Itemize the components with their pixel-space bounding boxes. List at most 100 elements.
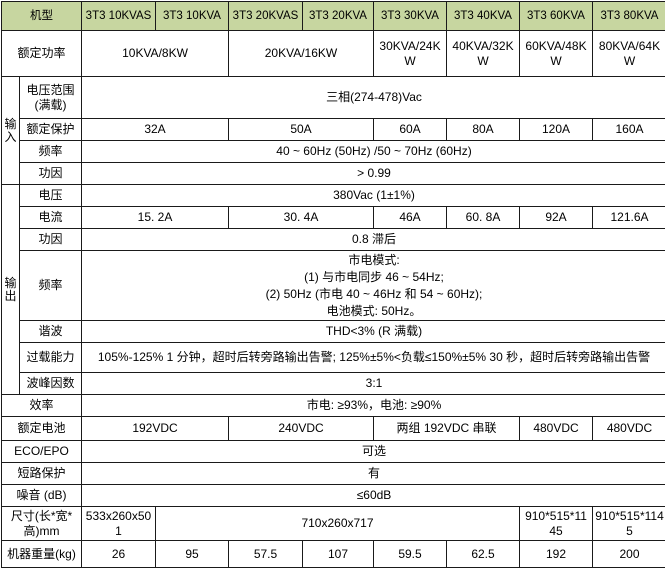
noise-row: 噪音 (dB) ≤60dB — [2, 485, 665, 507]
header-row: 机型 3T3 10KVAS 3T3 10KVA 3T3 20KVAS 3T3 2… — [2, 2, 665, 31]
rated-protection-value: 32A — [82, 119, 229, 141]
output-current-value: 92A — [520, 207, 593, 229]
rated-protection-value: 50A — [229, 119, 374, 141]
rated-battery-value: 192VDC — [82, 417, 229, 441]
efficiency-value: 市电: ≥93%，电池: ≥90% — [82, 395, 665, 417]
rated-battery-value: 两组 192VDC 串联 — [374, 417, 520, 441]
crest-factor-label: 波峰因数 — [20, 373, 82, 395]
output-current-row: 电流 15. 2A 30. 4A 46A 60. 8A 92A 121.6A — [2, 207, 665, 229]
output-power-factor-label: 功因 — [20, 229, 82, 251]
noise-label: 噪音 (dB) — [2, 485, 82, 507]
rated-protection-value: 120A — [520, 119, 593, 141]
output-current-value: 30. 4A — [229, 207, 374, 229]
model-column-header: 3T3 20KVA — [303, 2, 374, 31]
output-current-label: 电流 — [20, 207, 82, 229]
input-frequency-row: 频率 40 ~ 60Hz (50Hz) /50 ~ 70Hz (60Hz) — [2, 141, 665, 163]
weight-value: 200 — [593, 541, 665, 568]
output-group-label: 输出 — [2, 185, 20, 395]
rated-protection-value: 60A — [374, 119, 447, 141]
output-frequency-label: 频率 — [20, 251, 82, 321]
rated-battery-value: 240VDC — [229, 417, 374, 441]
output-frequency-line: (2) 50Hz (市电 40 ~ 46Hz 和 54 ~ 60Hz); — [84, 286, 664, 303]
voltage-range-value: 三相(274-478)Vac — [82, 77, 665, 119]
rated-power-value: 40KVA/32KW — [447, 31, 520, 77]
rated-power-value: 80KVA/64KW — [593, 31, 665, 77]
output-current-value: 121.6A — [593, 207, 665, 229]
dimensions-value: 910*515*1145 — [520, 507, 593, 541]
efficiency-label: 效率 — [2, 395, 82, 417]
rated-power-label: 额定功率 — [2, 31, 82, 77]
crest-factor-row: 波峰因数 3:1 — [2, 373, 665, 395]
output-power-factor-row: 功因 0.8 滞后 — [2, 229, 665, 251]
input-frequency-label: 频率 — [20, 141, 82, 163]
weight-value: 192 — [520, 541, 593, 568]
short-circuit-row: 短路保护 有 — [2, 463, 665, 485]
dimensions-value: 910*515*1145 — [593, 507, 665, 541]
rated-protection-label: 额定保护 — [20, 119, 82, 141]
output-power-factor-value: 0.8 滞后 — [82, 229, 665, 251]
output-voltage-row: 输出 电压 380Vac (1±1%) — [2, 185, 665, 207]
model-column-header: 3T3 10KVA — [156, 2, 229, 31]
model-column-header: 3T3 80KVA — [593, 2, 665, 31]
input-power-factor-row: 功因 > 0.99 — [2, 163, 665, 185]
voltage-range-row: 输入 电压范围 (满载) 三相(274-478)Vac — [2, 77, 665, 119]
dimensions-value: 710x260x717 — [156, 507, 520, 541]
weight-label: 机器重量(kg) — [2, 541, 82, 568]
model-column-header: 3T3 20KVAS — [229, 2, 303, 31]
output-frequency-row: 频率 市电模式: (1) 与市电同步 46 ~ 54Hz; (2) 50Hz (… — [2, 251, 665, 321]
harmonics-row: 谐波 THD<3% (R 满载) — [2, 321, 665, 343]
short-circuit-value: 有 — [82, 463, 665, 485]
output-frequency-line: 电池模式: 50Hz。 — [84, 303, 664, 320]
crest-factor-value: 3:1 — [82, 373, 665, 395]
weight-row: 机器重量(kg) 26 95 57.5 107 59.5 62.5 192 20… — [2, 541, 665, 568]
overload-value: 105%-125% 1 分钟，超时后转旁路输出告警; 125%±5%<负载≤15… — [82, 343, 665, 373]
weight-value: 26 — [82, 541, 156, 568]
harmonics-label: 谐波 — [20, 321, 82, 343]
rated-battery-value: 480VDC — [520, 417, 593, 441]
overload-label: 过载能力 — [20, 343, 82, 373]
eco-epo-label: ECO/EPO — [2, 441, 82, 463]
model-column-header: 3T3 60KVA — [520, 2, 593, 31]
rated-battery-label: 额定电池 — [2, 417, 82, 441]
output-current-value: 46A — [374, 207, 447, 229]
weight-value: 62.5 — [447, 541, 520, 568]
noise-value: ≤60dB — [82, 485, 665, 507]
rated-protection-row: 额定保护 32A 50A 60A 80A 120A 160A — [2, 119, 665, 141]
output-voltage-label: 电压 — [20, 185, 82, 207]
harmonics-value: THD<3% (R 满载) — [82, 321, 665, 343]
rated-power-value: 60KVA/48KW — [520, 31, 593, 77]
input-group-label: 输入 — [2, 77, 20, 185]
rated-power-value: 30KVA/24KW — [374, 31, 447, 77]
output-frequency-line: (1) 与市电同步 46 ~ 54Hz; — [84, 269, 664, 286]
rated-power-row: 额定功率 10KVA/8KW 20KVA/16KW 30KVA/24KW 40K… — [2, 31, 665, 77]
eco-epo-value: 可选 — [82, 441, 665, 463]
weight-value: 59.5 — [374, 541, 447, 568]
input-frequency-value: 40 ~ 60Hz (50Hz) /50 ~ 70Hz (60Hz) — [82, 141, 665, 163]
weight-value: 107 — [303, 541, 374, 568]
rated-power-value: 20KVA/16KW — [229, 31, 374, 77]
weight-value: 95 — [156, 541, 229, 568]
output-voltage-value: 380Vac (1±1%) — [82, 185, 665, 207]
short-circuit-label: 短路保护 — [2, 463, 82, 485]
dimensions-label: 尺寸(长*宽*高)mm — [2, 507, 82, 541]
dimensions-value: 533x260x501 — [82, 507, 156, 541]
rated-power-value: 10KVA/8KW — [82, 31, 229, 77]
efficiency-row: 效率 市电: ≥93%，电池: ≥90% — [2, 395, 665, 417]
overload-row: 过载能力 105%-125% 1 分钟，超时后转旁路输出告警; 125%±5%<… — [2, 343, 665, 373]
rated-protection-value: 160A — [593, 119, 665, 141]
rated-battery-row: 额定电池 192VDC 240VDC 两组 192VDC 串联 480VDC 4… — [2, 417, 665, 441]
dimensions-row: 尺寸(长*宽*高)mm 533x260x501 710x260x717 910*… — [2, 507, 665, 541]
voltage-range-label-line2: (满载) — [22, 98, 79, 113]
eco-epo-row: ECO/EPO 可选 — [2, 441, 665, 463]
rated-protection-value: 80A — [447, 119, 520, 141]
output-current-value: 15. 2A — [82, 207, 229, 229]
output-frequency-value: 市电模式: (1) 与市电同步 46 ~ 54Hz; (2) 50Hz (市电 … — [82, 251, 665, 321]
rated-battery-value: 480VDC — [593, 417, 665, 441]
output-frequency-line: 市电模式: — [84, 252, 664, 269]
model-column-header: 3T3 40KVA — [447, 2, 520, 31]
model-column-header: 3T3 30KVA — [374, 2, 447, 31]
weight-value: 57.5 — [229, 541, 303, 568]
voltage-range-label-line1: 电压范围 — [22, 83, 79, 98]
model-column-header: 3T3 10KVAS — [82, 2, 156, 31]
model-header-label: 机型 — [2, 2, 82, 31]
